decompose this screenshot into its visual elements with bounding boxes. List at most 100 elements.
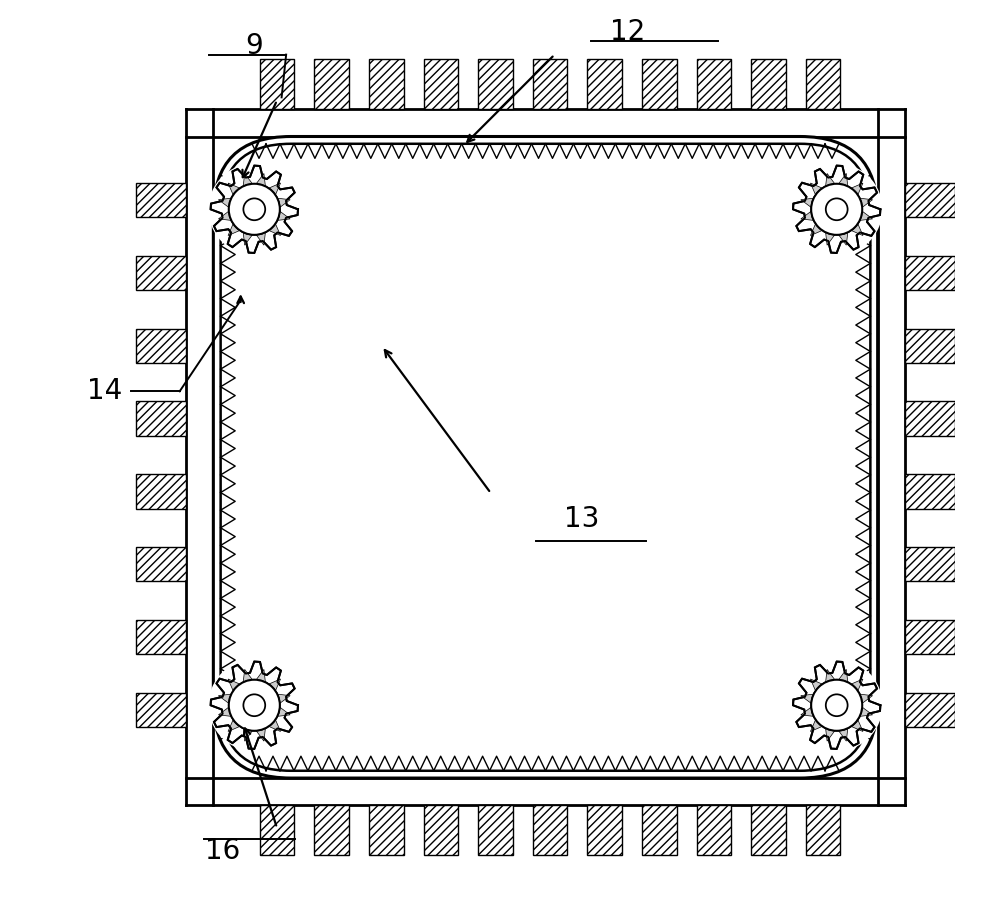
- Polygon shape: [825, 725, 837, 741]
- Polygon shape: [211, 166, 298, 253]
- Circle shape: [826, 694, 848, 716]
- FancyBboxPatch shape: [213, 136, 878, 778]
- Circle shape: [208, 660, 300, 751]
- Bar: [697, 59, 731, 109]
- Polygon shape: [266, 717, 281, 732]
- Polygon shape: [243, 174, 254, 189]
- Polygon shape: [837, 229, 848, 245]
- Bar: [905, 401, 955, 436]
- Polygon shape: [810, 717, 825, 732]
- Circle shape: [243, 198, 265, 220]
- Polygon shape: [228, 183, 243, 197]
- Bar: [806, 805, 840, 855]
- Polygon shape: [254, 725, 266, 741]
- Bar: [478, 59, 513, 109]
- Bar: [533, 805, 567, 855]
- Polygon shape: [243, 229, 254, 245]
- Circle shape: [826, 198, 848, 220]
- Circle shape: [791, 660, 883, 751]
- Polygon shape: [228, 717, 243, 732]
- Polygon shape: [825, 670, 837, 685]
- Text: 14: 14: [87, 378, 122, 405]
- Polygon shape: [825, 174, 837, 189]
- Bar: [260, 805, 294, 855]
- Polygon shape: [254, 229, 266, 245]
- Bar: [136, 183, 186, 217]
- Bar: [186, 109, 905, 136]
- Circle shape: [243, 694, 265, 716]
- Polygon shape: [825, 229, 837, 245]
- Polygon shape: [857, 693, 873, 705]
- Polygon shape: [274, 209, 290, 221]
- Bar: [478, 805, 513, 855]
- Circle shape: [243, 694, 265, 716]
- Bar: [260, 59, 294, 109]
- Bar: [424, 805, 458, 855]
- Polygon shape: [848, 183, 863, 197]
- Bar: [905, 256, 955, 290]
- Bar: [642, 805, 677, 855]
- Text: 12: 12: [610, 18, 645, 46]
- Bar: [136, 474, 186, 509]
- Bar: [905, 329, 955, 363]
- Circle shape: [229, 184, 280, 235]
- Polygon shape: [211, 662, 298, 749]
- Polygon shape: [218, 705, 234, 717]
- Text: 16: 16: [205, 837, 240, 864]
- Polygon shape: [274, 197, 290, 209]
- Bar: [533, 59, 567, 109]
- Polygon shape: [837, 670, 848, 685]
- Circle shape: [229, 680, 280, 731]
- Text: 13: 13: [564, 505, 600, 532]
- Polygon shape: [801, 705, 817, 717]
- Polygon shape: [801, 693, 817, 705]
- Polygon shape: [793, 166, 880, 253]
- Polygon shape: [793, 662, 880, 749]
- Bar: [369, 59, 404, 109]
- Bar: [136, 620, 186, 654]
- Circle shape: [811, 184, 862, 235]
- Bar: [905, 474, 955, 509]
- Polygon shape: [243, 670, 254, 685]
- Bar: [314, 59, 349, 109]
- Bar: [369, 805, 404, 855]
- Polygon shape: [810, 221, 825, 236]
- Polygon shape: [218, 197, 234, 209]
- Bar: [587, 59, 622, 109]
- Bar: [751, 805, 786, 855]
- Polygon shape: [228, 679, 243, 693]
- Bar: [751, 59, 786, 109]
- Polygon shape: [857, 197, 873, 209]
- Bar: [136, 256, 186, 290]
- Polygon shape: [801, 209, 817, 221]
- Polygon shape: [254, 174, 266, 189]
- Bar: [905, 693, 955, 727]
- Bar: [878, 109, 905, 805]
- Bar: [905, 620, 955, 654]
- Bar: [136, 401, 186, 436]
- Polygon shape: [848, 221, 863, 236]
- Polygon shape: [254, 670, 266, 685]
- Bar: [905, 183, 955, 217]
- Bar: [136, 329, 186, 363]
- Polygon shape: [228, 221, 243, 236]
- Circle shape: [208, 164, 300, 255]
- Bar: [314, 805, 349, 855]
- Polygon shape: [837, 174, 848, 189]
- Bar: [905, 547, 955, 581]
- Polygon shape: [837, 725, 848, 741]
- Bar: [424, 59, 458, 109]
- Polygon shape: [218, 693, 234, 705]
- Polygon shape: [848, 717, 863, 732]
- Polygon shape: [274, 705, 290, 717]
- Circle shape: [826, 198, 848, 220]
- Polygon shape: [801, 197, 817, 209]
- Circle shape: [811, 680, 862, 731]
- Polygon shape: [266, 183, 281, 197]
- Polygon shape: [857, 209, 873, 221]
- Bar: [136, 547, 186, 581]
- Bar: [587, 805, 622, 855]
- Polygon shape: [218, 209, 234, 221]
- Text: 9: 9: [245, 32, 263, 59]
- Polygon shape: [810, 183, 825, 197]
